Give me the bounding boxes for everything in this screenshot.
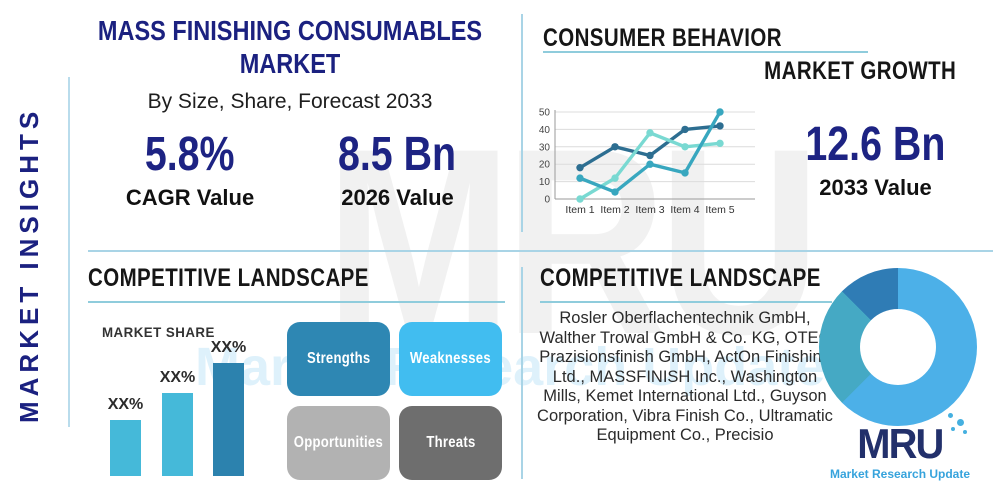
logo-splash-dot — [951, 427, 955, 431]
page-title: MASS FINISHING CONSUMABLES MARKET — [97, 15, 483, 79]
swot-weaknesses-box: Weaknesses — [399, 322, 502, 396]
svg-text:50: 50 — [539, 108, 551, 119]
competitive-landscape-right-underline — [540, 301, 832, 303]
sidebar-divider-line — [68, 77, 70, 427]
svg-text:0: 0 — [544, 195, 550, 206]
donut-hole — [860, 309, 936, 385]
market-share-bar-value-label: XX% — [107, 396, 144, 413]
market-share-bar-value-label: XX% — [210, 339, 247, 356]
stat-2026: 8.5 Bn 2026 Value — [310, 128, 485, 211]
market-share-bar — [110, 420, 141, 476]
svg-text:Item 5: Item 5 — [705, 204, 734, 216]
swot-threats-box: Threats — [399, 406, 502, 480]
svg-text:Item 1: Item 1 — [565, 204, 594, 216]
svg-text:Item 2: Item 2 — [600, 204, 629, 216]
page-subtitle: By Size, Share, Forecast 2033 — [147, 90, 433, 113]
swot-strengths-box: Strengths — [287, 322, 390, 396]
horizontal-divider — [88, 250, 993, 252]
market-share-bar-chart: XX% XX% XX% — [88, 335, 268, 476]
svg-text:10: 10 — [539, 177, 551, 188]
stat-2026-label: 2026 Value — [341, 185, 454, 210]
stat-2026-value: 8.5 Bn — [338, 128, 457, 181]
swot-grid: Strengths Weaknesses Opportunities Threa… — [287, 322, 502, 480]
competitive-landscape-left-underline — [88, 301, 505, 303]
stat-cagr-label: CAGR Value — [125, 185, 255, 210]
competitive-landscape-right-heading: COMPETITIVE LANDSCAPE — [540, 264, 821, 292]
market-growth-heading: MARKET GROWTH — [763, 57, 956, 85]
logo-splash-dot — [957, 419, 964, 426]
market-share-bar — [213, 363, 244, 476]
mru-logo: MRU — [857, 420, 944, 467]
consumer-behavior-underline — [543, 51, 868, 53]
swot-opportunities-box: Opportunities — [287, 406, 390, 480]
stat-2033-value: 12.6 Bn — [805, 118, 946, 171]
vertical-divider-top — [521, 14, 523, 232]
svg-text:Item 4: Item 4 — [670, 204, 699, 216]
market-share-bar — [162, 393, 193, 476]
stat-2033-label: 2033 Value — [819, 175, 932, 200]
stat-2033: 12.6 Bn 2033 Value — [788, 118, 963, 201]
sidebar-vertical-title: MARKET INSIGHTS — [14, 106, 44, 424]
svg-text:40: 40 — [539, 125, 551, 136]
logo-splash-dot — [963, 430, 967, 434]
svg-text:30: 30 — [539, 142, 551, 153]
svg-text:Item 3: Item 3 — [635, 204, 664, 216]
mru-logo-tagline: Market Research Update — [829, 467, 971, 481]
competitive-landscape-left-heading: COMPETITIVE LANDSCAPE — [88, 264, 369, 292]
vertical-divider-bottom — [521, 267, 523, 479]
market-share-label: MARKET SHARE — [102, 324, 215, 340]
logo-splash-dot — [948, 413, 953, 418]
consumer-behavior-heading: CONSUMER BEHAVIOR — [543, 24, 782, 52]
market-share-bar-value-label: XX% — [159, 369, 196, 386]
market-growth-chart: 0 10 20 30 40 50 Item 1 Item 2 Item 3 Item 4 Item … — [531, 102, 763, 222]
svg-text:20: 20 — [539, 160, 551, 171]
company-list: Rosler Oberflachentechnik GmbH, Walther … — [537, 309, 833, 444]
stat-cagr-value: 5.8% — [145, 128, 235, 181]
stat-cagr: 5.8% CAGR Value — [105, 128, 275, 211]
